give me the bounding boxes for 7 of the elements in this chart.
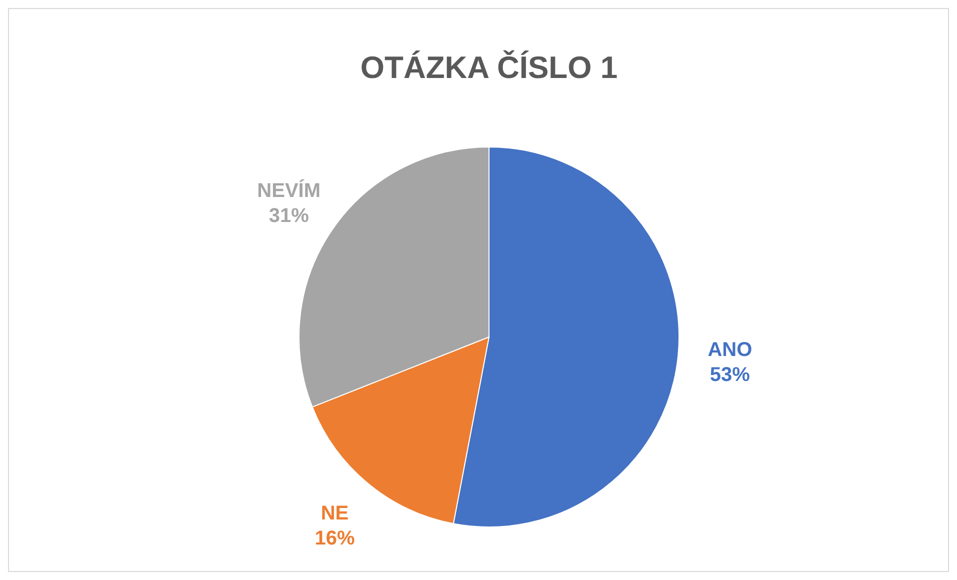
data-label: 31%: [268, 204, 310, 227]
slice-label: ANO: [708, 338, 752, 361]
slice-label: NEVÍM: [257, 178, 321, 202]
slice-label: NE: [320, 502, 349, 524]
data-label: 16%: [314, 527, 355, 550]
data-label: 53%: [710, 364, 750, 386]
chart-title: OTÁZKA ČÍSLO 1: [360, 50, 618, 85]
